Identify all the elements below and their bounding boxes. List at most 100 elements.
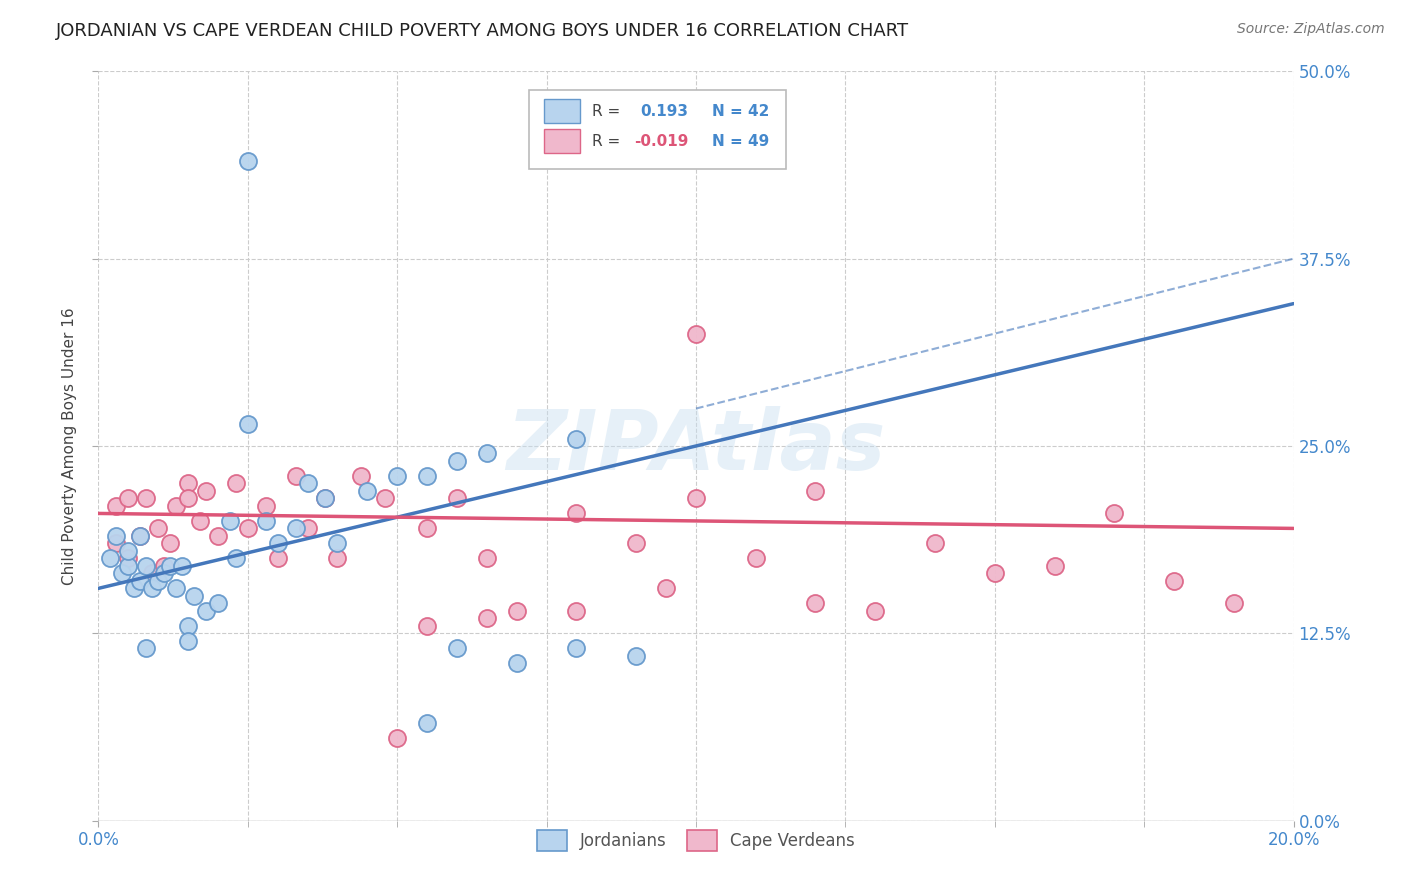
Text: Source: ZipAtlas.com: Source: ZipAtlas.com — [1237, 22, 1385, 37]
Point — [804, 596, 827, 610]
Point — [105, 536, 128, 550]
Point — [207, 596, 229, 610]
Point — [685, 491, 707, 506]
Point — [225, 551, 247, 566]
Point — [153, 566, 176, 581]
Point — [153, 558, 176, 573]
Point — [446, 491, 468, 506]
Text: 0.193: 0.193 — [640, 103, 688, 119]
Point — [385, 731, 409, 746]
Point — [315, 491, 337, 506]
Point — [416, 716, 439, 731]
Point — [141, 582, 163, 596]
Point — [219, 514, 242, 528]
Point — [105, 499, 128, 513]
Point — [416, 521, 439, 535]
Point — [236, 521, 259, 535]
Point — [117, 551, 139, 566]
Point — [315, 491, 337, 506]
Point — [565, 507, 588, 521]
Text: ZIPAtlas: ZIPAtlas — [506, 406, 886, 486]
Point — [565, 432, 588, 446]
Point — [284, 521, 307, 535]
Point — [297, 521, 319, 535]
Point — [626, 648, 648, 663]
Point — [236, 417, 259, 431]
Point — [148, 574, 170, 588]
Point — [446, 641, 468, 656]
Point — [626, 536, 648, 550]
Point — [924, 536, 946, 550]
Point — [1043, 558, 1066, 573]
Point — [129, 529, 152, 543]
Point — [177, 491, 200, 506]
Text: N = 49: N = 49 — [711, 134, 769, 149]
Point — [117, 544, 139, 558]
Point — [195, 483, 218, 498]
Point — [475, 611, 498, 625]
Point — [124, 582, 146, 596]
Y-axis label: Child Poverty Among Boys Under 16: Child Poverty Among Boys Under 16 — [62, 307, 77, 585]
Point — [135, 641, 157, 656]
Point — [135, 558, 157, 573]
Point — [475, 446, 498, 460]
FancyBboxPatch shape — [529, 90, 786, 169]
FancyBboxPatch shape — [544, 99, 581, 123]
Point — [297, 476, 319, 491]
Text: R =: R = — [592, 103, 620, 119]
Point — [177, 619, 200, 633]
Point — [865, 604, 887, 618]
Point — [98, 551, 122, 566]
Point — [506, 604, 529, 618]
Point — [135, 491, 157, 506]
Point — [172, 558, 194, 573]
Point — [326, 551, 349, 566]
Point — [177, 633, 200, 648]
Point — [159, 536, 181, 550]
Point — [254, 499, 277, 513]
Point — [188, 514, 211, 528]
Point — [117, 558, 139, 573]
Point — [1104, 507, 1126, 521]
Point — [446, 454, 468, 468]
Point — [565, 604, 588, 618]
Point — [374, 491, 396, 506]
Point — [1163, 574, 1185, 588]
Point — [111, 566, 134, 581]
Text: R =: R = — [592, 134, 620, 149]
Point — [356, 483, 378, 498]
Point — [565, 641, 588, 656]
Point — [236, 154, 259, 169]
Point — [129, 529, 152, 543]
Point — [254, 514, 277, 528]
Point — [350, 469, 373, 483]
Point — [284, 469, 307, 483]
Point — [225, 476, 247, 491]
Point — [475, 551, 498, 566]
Point — [148, 521, 170, 535]
Point — [984, 566, 1007, 581]
Point — [141, 566, 163, 581]
Point — [267, 536, 290, 550]
Point — [165, 582, 187, 596]
Point — [165, 499, 187, 513]
Legend: Jordanians, Cape Verdeans: Jordanians, Cape Verdeans — [530, 823, 862, 857]
Text: JORDANIAN VS CAPE VERDEAN CHILD POVERTY AMONG BOYS UNDER 16 CORRELATION CHART: JORDANIAN VS CAPE VERDEAN CHILD POVERTY … — [56, 22, 910, 40]
Point — [416, 469, 439, 483]
Point — [416, 619, 439, 633]
Point — [207, 529, 229, 543]
Point — [326, 536, 349, 550]
Point — [105, 529, 128, 543]
Point — [129, 574, 152, 588]
Point — [1223, 596, 1246, 610]
Point — [745, 551, 768, 566]
Point — [804, 483, 827, 498]
Point — [506, 657, 529, 671]
FancyBboxPatch shape — [544, 129, 581, 153]
Point — [385, 469, 409, 483]
Point — [195, 604, 218, 618]
Point — [267, 551, 290, 566]
Point — [117, 491, 139, 506]
Point — [177, 476, 200, 491]
Point — [655, 582, 678, 596]
